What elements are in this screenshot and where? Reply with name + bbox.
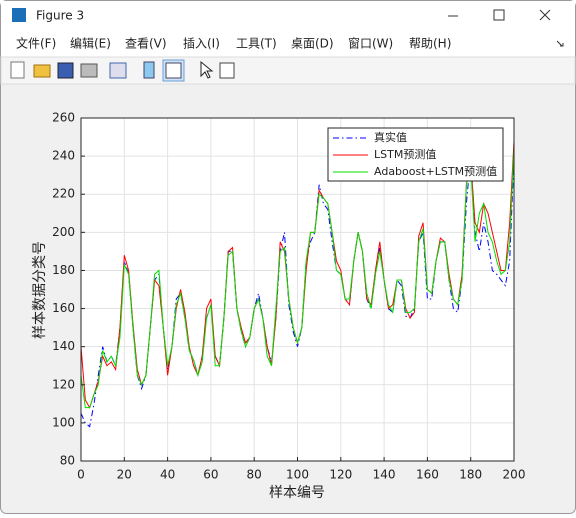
tool-new[interactable] [10, 61, 25, 79]
menu-item[interactable]: 窗口(W) [348, 37, 393, 51]
tool-colorbar[interactable] [143, 61, 155, 79]
x-tick-label: 120 [329, 468, 352, 482]
y-tick-label: 180 [52, 263, 75, 277]
y-tick-label: 160 [52, 301, 75, 315]
menu-item[interactable]: 插入(I) [183, 37, 220, 51]
legend-label: LSTM预测值 [374, 148, 436, 161]
app-icon [12, 8, 26, 22]
tool-pointer[interactable] [200, 60, 214, 79]
y-tick-label: 120 [52, 377, 75, 391]
y-tick-label: 220 [52, 187, 75, 201]
y-tick-label: 80 [60, 454, 75, 468]
x-axis-label: 样本编号 [269, 485, 325, 501]
maximize-button[interactable] [493, 9, 505, 21]
x-tick-label: 180 [459, 468, 482, 482]
title-bar [1, 1, 575, 30]
y-tick-label: 100 [52, 415, 75, 429]
x-tick-label: 80 [247, 468, 262, 482]
legend-label: Adaboost+LSTM预测值 [374, 165, 497, 178]
window-title: Figure 3 [36, 9, 84, 23]
y-axis-label: 样本数据分类号 [32, 241, 48, 339]
menu-item[interactable]: 桌面(D) [291, 37, 334, 51]
x-tick-label: 20 [117, 468, 132, 482]
data-line [80, 146, 515, 409]
tool-open[interactable] [33, 64, 51, 78]
y-tick-label: 140 [52, 339, 75, 353]
menu-item[interactable]: 文件(F) [16, 36, 56, 51]
menu-dock-arrow[interactable] [556, 40, 564, 47]
x-tick-label: 0 [77, 468, 85, 482]
x-tick-label: 40 [160, 468, 175, 482]
y-tick-label: 260 [52, 111, 75, 125]
tool-property[interactable] [219, 62, 235, 79]
x-tick-label: 200 [503, 468, 526, 482]
tool-print[interactable] [80, 63, 98, 78]
x-tick-label: 140 [373, 468, 396, 482]
tool-legend[interactable] [165, 62, 182, 79]
tool-link[interactable] [109, 62, 127, 79]
menu-item[interactable]: 工具(T) [236, 37, 277, 51]
menu-item[interactable]: 帮助(H) [409, 37, 451, 51]
tool-save[interactable] [57, 62, 74, 79]
y-tick-label: 240 [52, 149, 75, 163]
menu-bar [1, 30, 575, 57]
x-tick-label: 60 [203, 468, 218, 482]
legend-label: 真实值 [374, 130, 407, 144]
y-tick-label: 200 [52, 225, 75, 239]
x-tick-label: 100 [286, 468, 309, 482]
menu-item[interactable]: 查看(V) [125, 37, 167, 51]
close-button[interactable] [539, 9, 551, 21]
x-tick-label: 160 [416, 468, 439, 482]
menu-item[interactable]: 编辑(E) [70, 36, 111, 51]
